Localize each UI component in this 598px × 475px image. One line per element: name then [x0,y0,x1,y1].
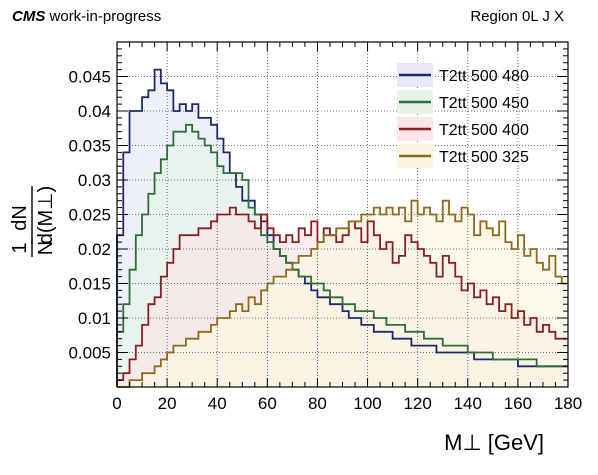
y-tick-label: 0.02 [78,240,111,259]
y-tick-label: 0.025 [68,206,111,225]
y-tick-label: 0.015 [68,275,111,294]
series-line-1 [116,123,568,387]
legend-label: T2tt 500 480 [439,68,529,85]
y-axis-label: 1 N dN d(M⊥) [9,186,57,257]
series-line-2 [116,206,568,387]
x-tick-label: 160 [504,394,532,413]
y-tick-label: 0.04 [78,102,111,121]
x-tick-label: 140 [454,394,482,413]
series-lines [116,68,568,388]
series-fill-3 [117,200,568,387]
grid-lines [117,42,568,387]
region-label: Region 0L J X [470,8,564,25]
x-tick-label: 100 [353,394,381,413]
x-tick-label: 120 [403,394,431,413]
y-label-denominator: N [35,241,57,255]
legend-label: T2tt 500 400 [439,122,529,139]
cms-logo-text: CMS [12,8,46,25]
x-tick-label: 0 [112,394,121,413]
y-tick-label: 0.01 [78,309,111,328]
x-tick-label: 40 [208,394,227,413]
x-tick-labels: 0 20 40 60 80 100 120 140 160 180 [112,394,582,413]
y-tick-label: 0.035 [68,137,111,156]
y-tick-label: 0.045 [68,68,111,87]
y-tick-labels: 0.005 0.01 0.015 0.02 0.025 0.03 0.035 0.04 0.04… [68,68,111,363]
legend-label: T2tt 500 450 [439,95,529,112]
x-axis-label: M⊥ [GeV] [444,430,544,455]
legend: T2tt 500 480 T2tt 500 450 T2tt 500 400 T2tt… [397,63,529,168]
x-tick-label: 80 [308,394,327,413]
series-line-3 [117,199,568,388]
status-text: work-in-progress [49,8,162,25]
legend-label: T2tt 500 325 [439,149,529,166]
x-tick-label: 60 [258,394,277,413]
experiment-label: CMS work-in-progress [12,8,161,25]
x-tick-label: 20 [158,394,177,413]
y-label-deriv-top: dN [9,205,31,231]
x-tick-label: 180 [554,394,582,413]
y-tick-label: 0.03 [78,171,111,190]
y-tick-label: 0.005 [68,344,111,363]
y-label-numerator: 1 [9,242,31,253]
y-label-deriv-bottom: d(M⊥) [35,186,57,245]
axis-ticks [116,42,569,387]
